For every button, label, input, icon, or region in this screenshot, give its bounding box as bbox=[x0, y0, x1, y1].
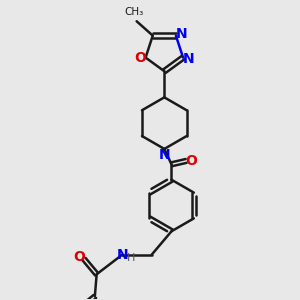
Text: N: N bbox=[183, 52, 195, 66]
Text: O: O bbox=[134, 51, 146, 64]
Text: H: H bbox=[127, 253, 135, 263]
Text: N: N bbox=[117, 248, 128, 262]
Text: CH₃: CH₃ bbox=[124, 7, 143, 17]
Text: O: O bbox=[74, 250, 86, 264]
Text: N: N bbox=[176, 27, 188, 41]
Text: N: N bbox=[158, 148, 170, 162]
Text: O: O bbox=[185, 154, 197, 168]
